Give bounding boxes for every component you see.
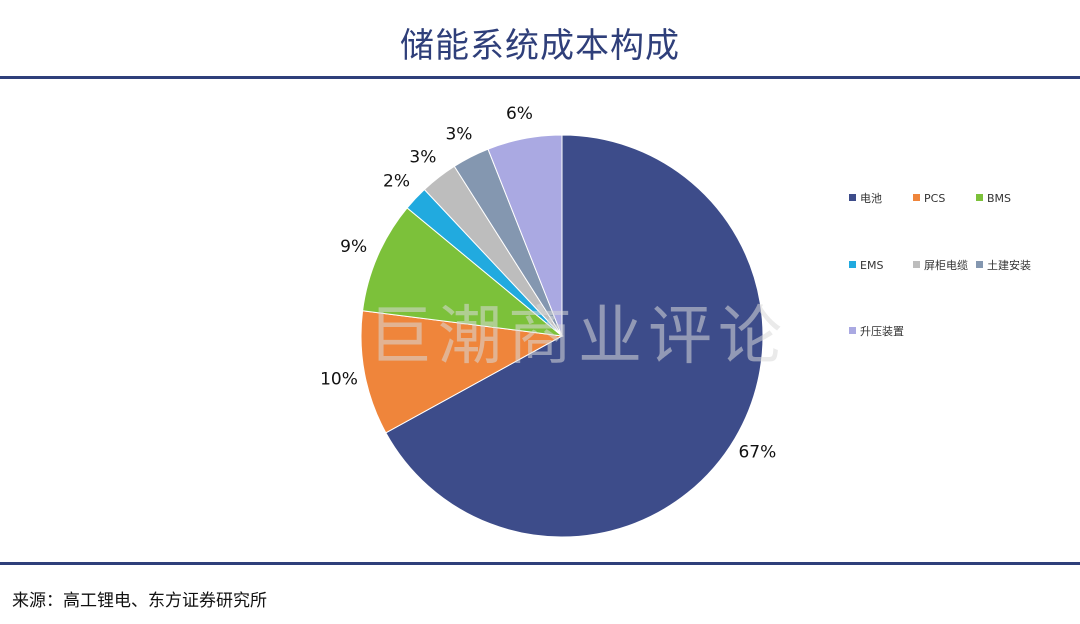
legend-swatch-2 [976,194,983,201]
legend-swatch-6 [849,327,856,334]
legend-label-6: 升压装置 [860,325,904,338]
chart-title: 储能系统成本构成 [400,26,680,66]
data-label-3: 2% [383,172,410,192]
legend-label-1: PCS [924,192,945,205]
legend-label-2: BMS [987,192,1011,205]
data-label-1: 10% [320,370,358,390]
data-label-2: 9% [340,237,367,257]
data-label-5: 3% [445,125,472,145]
pie-slice-0 [385,134,764,538]
data-label-4: 3% [409,148,436,168]
legend-swatch-4 [913,261,920,268]
legend-label-4: 屏柜电缆 [924,259,968,272]
data-label-6: 6% [506,104,533,124]
legend-label-0: 电池 [860,192,882,205]
pie-slice-1 [360,310,564,434]
legend-swatch-0 [849,194,856,201]
pie-slice-2 [362,207,564,337]
legend-label-5: 土建安装 [987,258,1031,272]
pie-slice-6 [487,134,563,337]
legend-label-3: EMS [860,259,883,272]
pie-data-labels: 67% 10% 9% 2% 3% 3% 6% [320,104,776,463]
top-divider [0,76,1080,79]
legend-swatch-1 [913,194,920,201]
legend-swatch-3 [849,261,856,268]
data-label-0: 67% [738,443,776,463]
pie-slices [360,134,764,538]
bottom-divider [0,562,1080,565]
source-note: 来源：高工锂电、东方证券研究所 [12,591,267,611]
legend-swatch-5 [976,261,983,268]
